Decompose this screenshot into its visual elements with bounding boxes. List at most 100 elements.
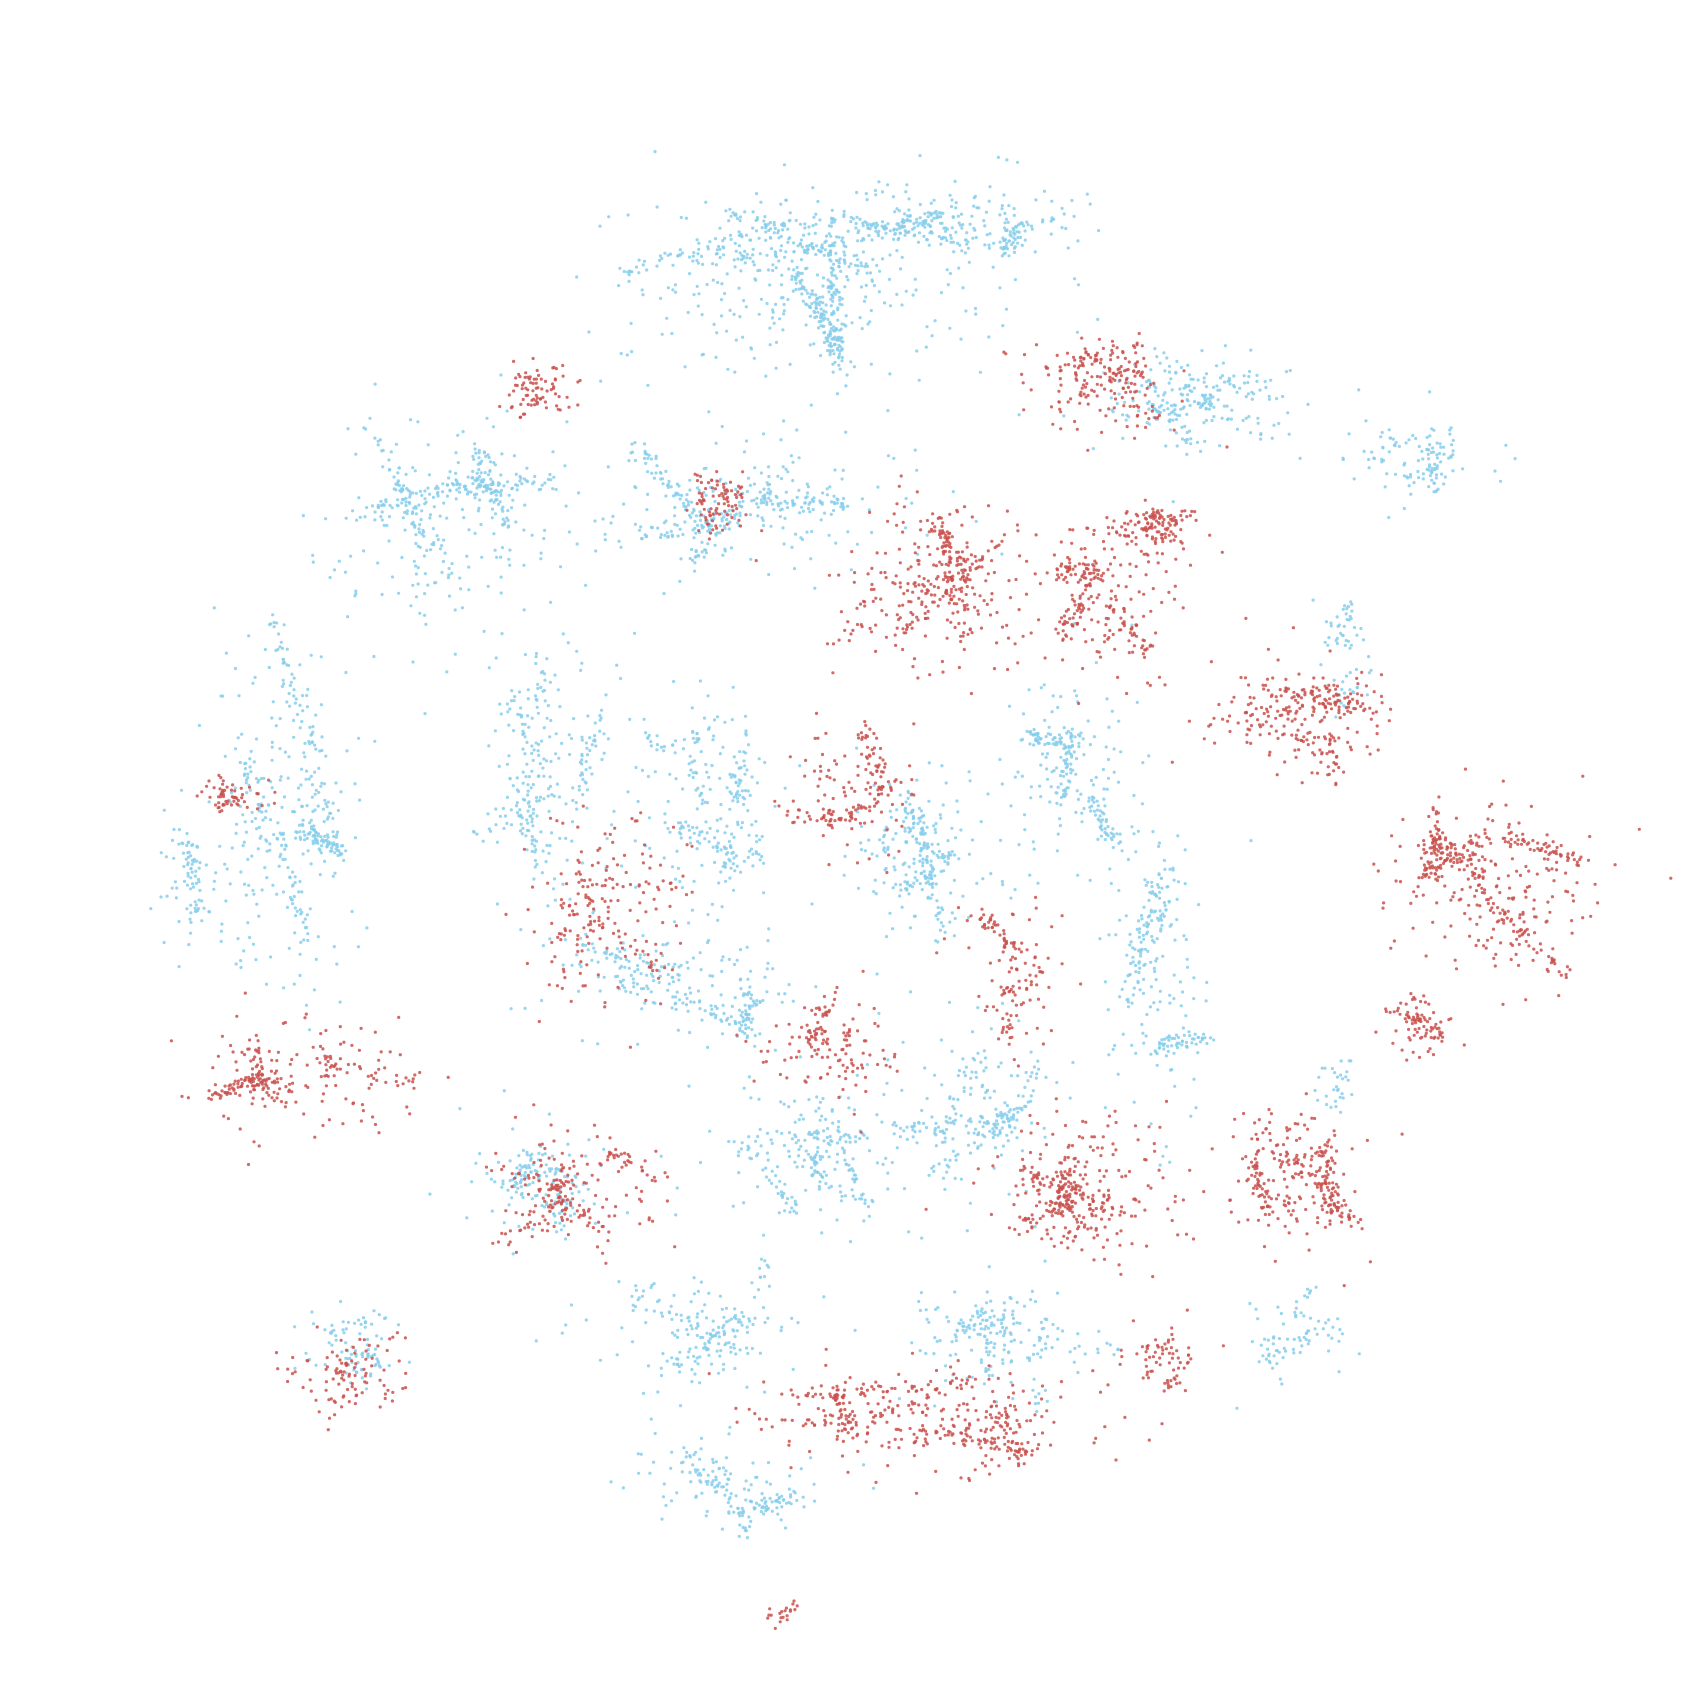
scatter-point: [256, 802, 260, 807]
scatter-point: [847, 265, 851, 269]
scatter-point: [510, 689, 514, 693]
scatter-point: [297, 798, 301, 802]
scatter-point: [494, 493, 498, 497]
scatter-point: [655, 264, 659, 268]
scatter-point: [389, 450, 393, 454]
scatter-point: [542, 726, 546, 730]
scatter-point: [894, 882, 898, 887]
scatter-point: [930, 334, 934, 338]
scatter-point: [455, 488, 459, 492]
scatter-point: [893, 210, 897, 214]
scatter-point: [688, 488, 692, 492]
scatter-point: [1428, 434, 1432, 438]
scatter-point: [790, 1195, 794, 1199]
scatter-point: [243, 767, 247, 771]
scatter-point: [691, 736, 695, 740]
scatter-point: [496, 502, 501, 506]
scatter-point: [814, 1109, 818, 1113]
scatter-point: [691, 259, 695, 263]
scatter-point: [828, 332, 832, 336]
scatter-point: [204, 863, 208, 867]
scatter-point: [585, 788, 590, 792]
scatter-point: [946, 861, 950, 865]
scatter-point: [564, 1323, 568, 1327]
scatter-point: [813, 300, 817, 304]
scatter-point: [1061, 769, 1065, 774]
scatter-point: [749, 996, 753, 1001]
scatter-point: [705, 282, 709, 287]
scatter-point: [617, 284, 621, 288]
scatter-point: [840, 340, 844, 344]
scatter-point: [919, 849, 923, 853]
scatter-point: [533, 858, 538, 863]
scatter-point: [481, 839, 485, 843]
scatter-point: [907, 230, 911, 234]
scatter-point: [814, 212, 818, 216]
scatter-point: [864, 295, 868, 299]
scatter-point: [907, 826, 911, 830]
scatter-point: [701, 525, 705, 529]
scatter-point: [1170, 388, 1174, 392]
scatter-point: [720, 969, 724, 974]
scatter-point: [541, 766, 545, 770]
scatter-point: [296, 786, 301, 790]
scatter-point: [751, 253, 755, 257]
scatter-point: [1174, 431, 1178, 435]
scatter-point: [824, 303, 828, 307]
scatter-point: [1425, 447, 1429, 451]
scatter-point: [950, 1049, 954, 1053]
scatter-point: [387, 458, 391, 462]
scatter-point: [665, 316, 669, 320]
scatter-point: [782, 163, 787, 167]
scatter-point: [927, 243, 931, 247]
scatter-point: [913, 233, 917, 237]
scatter-point: [520, 832, 524, 836]
scatter-point: [1435, 466, 1439, 470]
scatter-point: [540, 1204, 544, 1208]
scatter-point: [821, 295, 825, 299]
scatter-point: [1134, 1051, 1138, 1055]
scatter-point: [492, 532, 496, 536]
scatter-point: [330, 846, 334, 850]
scatter-point: [1218, 388, 1222, 392]
scatter-point: [408, 418, 413, 422]
scatter-point: [791, 460, 795, 464]
scatter-point: [298, 830, 302, 834]
scatter-point: [1065, 757, 1069, 762]
scatter-point: [1192, 1077, 1196, 1081]
scatter-point: [368, 416, 372, 420]
scatter-point: [967, 1131, 971, 1135]
scatter-point: [839, 269, 843, 273]
scatter-point: [1416, 469, 1420, 474]
scatter-point: [530, 835, 534, 839]
scatter-point: [1054, 740, 1058, 744]
scatter-point: [699, 792, 703, 796]
scatter-point: [1030, 1071, 1034, 1075]
scatter-point: [939, 921, 944, 925]
scatter-point: [1070, 743, 1075, 748]
scatter-point: [427, 473, 431, 477]
scatter-point: [577, 784, 581, 788]
scatter-point: [835, 1152, 840, 1156]
scatter-point: [639, 525, 643, 529]
scatter-point: [719, 477, 723, 481]
scatter-point: [734, 1021, 738, 1025]
scatter-point: [1407, 438, 1411, 442]
scatter-point: [808, 314, 813, 318]
scatter-point: [618, 266, 622, 270]
scatter-point: [878, 838, 882, 842]
scatter-point: [803, 1138, 807, 1142]
scatter-point: [195, 859, 199, 863]
scatter-point: [577, 1190, 581, 1194]
scatter-point: [693, 741, 697, 745]
scatter-point: [1000, 1112, 1004, 1116]
scatter-point: [622, 269, 626, 274]
scatter-point: [709, 1012, 713, 1016]
scatter-point: [753, 1034, 757, 1038]
scatter-point: [961, 223, 965, 227]
scatter-point: [860, 497, 865, 501]
scatter-point: [915, 778, 919, 782]
scatter-point: [769, 499, 773, 503]
scatter-point: [1003, 211, 1007, 215]
scatter-point: [763, 222, 767, 227]
